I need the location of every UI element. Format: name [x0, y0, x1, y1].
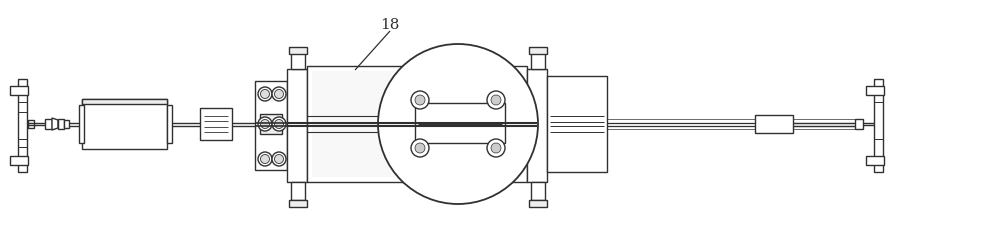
Bar — [291, 52, 305, 70]
Bar — [28, 120, 34, 129]
Bar — [200, 109, 232, 140]
Bar — [18, 80, 27, 172]
Circle shape — [272, 88, 286, 102]
Bar — [855, 119, 863, 130]
Bar — [531, 52, 545, 70]
Polygon shape — [52, 118, 58, 131]
Bar — [531, 182, 545, 200]
Circle shape — [487, 92, 505, 110]
Circle shape — [275, 90, 284, 99]
Bar — [82, 100, 167, 105]
Bar — [307, 67, 527, 182]
Bar — [866, 87, 884, 96]
Bar — [415, 104, 505, 143]
Bar — [10, 87, 28, 96]
Text: 18: 18 — [380, 18, 400, 32]
Bar — [64, 120, 69, 129]
Bar — [866, 156, 884, 165]
Circle shape — [411, 92, 429, 110]
Bar — [287, 70, 307, 182]
Circle shape — [411, 139, 429, 158]
Bar — [167, 106, 172, 143]
Circle shape — [415, 96, 425, 106]
Bar — [289, 48, 307, 55]
Circle shape — [258, 117, 272, 132]
Circle shape — [491, 96, 501, 106]
Circle shape — [261, 90, 270, 99]
Bar — [755, 115, 793, 134]
Bar — [289, 200, 307, 207]
Bar — [547, 77, 607, 172]
Circle shape — [415, 143, 425, 153]
Bar — [45, 119, 52, 130]
Circle shape — [258, 88, 272, 102]
Bar — [874, 80, 883, 172]
Bar — [260, 115, 282, 135]
Bar — [529, 200, 547, 207]
Circle shape — [261, 120, 270, 129]
Bar — [58, 119, 64, 130]
Bar — [529, 48, 547, 55]
Circle shape — [272, 117, 286, 132]
Circle shape — [275, 155, 284, 164]
Circle shape — [487, 139, 505, 158]
Bar — [79, 106, 84, 143]
Bar — [312, 72, 522, 177]
Circle shape — [261, 155, 270, 164]
Circle shape — [258, 152, 272, 166]
Bar — [10, 156, 28, 165]
Bar — [291, 182, 305, 200]
Circle shape — [272, 152, 286, 166]
Circle shape — [275, 120, 284, 129]
Bar — [82, 100, 167, 149]
Bar — [527, 70, 547, 182]
Bar — [255, 82, 287, 170]
Circle shape — [378, 45, 538, 204]
Circle shape — [491, 143, 501, 153]
